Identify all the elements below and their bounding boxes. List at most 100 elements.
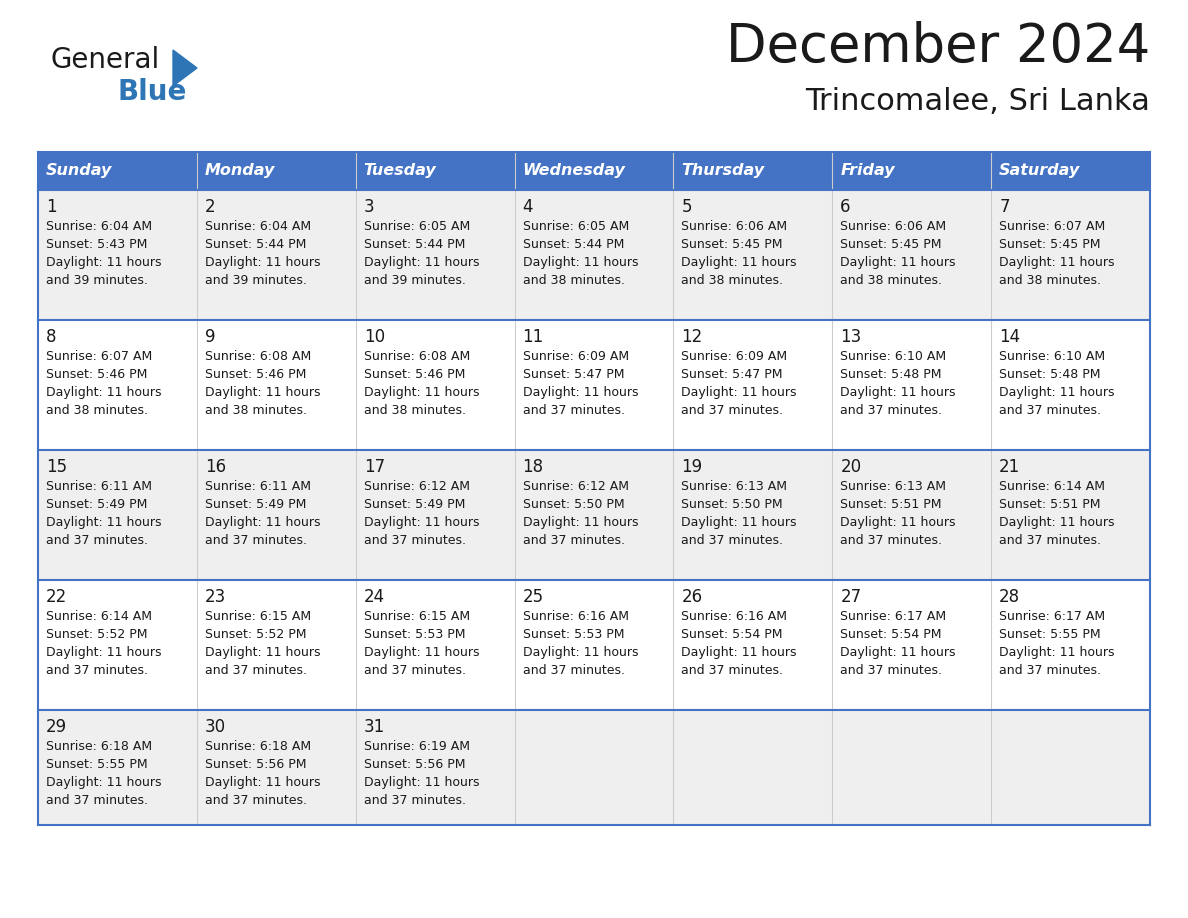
Text: Sunset: 5:49 PM: Sunset: 5:49 PM	[364, 498, 465, 511]
Text: Daylight: 11 hours: Daylight: 11 hours	[523, 386, 638, 399]
Bar	[355, 450, 514, 580]
Text: Sunset: 5:49 PM: Sunset: 5:49 PM	[204, 498, 307, 511]
Text: and 37 minutes.: and 37 minutes.	[999, 534, 1101, 547]
Text: and 38 minutes.: and 38 minutes.	[682, 274, 783, 287]
Text: Sunrise: 6:10 AM: Sunrise: 6:10 AM	[840, 350, 947, 363]
Text: Sunset: 5:56 PM: Sunset: 5:56 PM	[364, 758, 466, 771]
Text: Sunrise: 6:07 AM: Sunrise: 6:07 AM	[46, 350, 152, 363]
Text: Sunrise: 6:16 AM: Sunrise: 6:16 AM	[682, 610, 788, 623]
Bar	[38, 710, 197, 825]
Text: 1: 1	[46, 198, 57, 216]
Text: and 37 minutes.: and 37 minutes.	[46, 664, 148, 677]
Text: 2: 2	[204, 198, 215, 216]
Text: Thursday: Thursday	[682, 163, 765, 178]
Text: Sunrise: 6:18 AM: Sunrise: 6:18 AM	[204, 740, 311, 753]
Text: Daylight: 11 hours: Daylight: 11 hours	[364, 776, 479, 789]
Bar	[355, 320, 514, 450]
Text: 8: 8	[46, 328, 57, 346]
Text: Sunrise: 6:09 AM: Sunrise: 6:09 AM	[523, 350, 628, 363]
Text: and 37 minutes.: and 37 minutes.	[999, 664, 1101, 677]
Bar	[991, 320, 1150, 450]
Text: 31: 31	[364, 718, 385, 736]
Text: Sunset: 5:45 PM: Sunset: 5:45 PM	[840, 238, 942, 251]
Text: Sunset: 5:48 PM: Sunset: 5:48 PM	[840, 368, 942, 381]
Text: Daylight: 11 hours: Daylight: 11 hours	[682, 386, 797, 399]
Text: and 37 minutes.: and 37 minutes.	[682, 664, 783, 677]
Bar	[674, 152, 833, 190]
Text: Daylight: 11 hours: Daylight: 11 hours	[999, 646, 1114, 659]
Text: Monday: Monday	[204, 163, 276, 178]
Text: Sunset: 5:54 PM: Sunset: 5:54 PM	[840, 628, 942, 641]
Bar	[38, 190, 197, 320]
Text: Sunrise: 6:11 AM: Sunrise: 6:11 AM	[46, 480, 152, 493]
Text: Daylight: 11 hours: Daylight: 11 hours	[46, 516, 162, 529]
Text: and 37 minutes.: and 37 minutes.	[523, 404, 625, 417]
Text: Sunrise: 6:14 AM: Sunrise: 6:14 AM	[999, 480, 1105, 493]
Bar	[674, 190, 833, 320]
Text: Sunrise: 6:16 AM: Sunrise: 6:16 AM	[523, 610, 628, 623]
Text: Sunset: 5:52 PM: Sunset: 5:52 PM	[46, 628, 147, 641]
Text: Sunset: 5:51 PM: Sunset: 5:51 PM	[840, 498, 942, 511]
Text: Sunset: 5:49 PM: Sunset: 5:49 PM	[46, 498, 147, 511]
Text: 20: 20	[840, 458, 861, 476]
Text: Daylight: 11 hours: Daylight: 11 hours	[364, 646, 479, 659]
Text: 4: 4	[523, 198, 533, 216]
Bar	[38, 450, 197, 580]
Bar	[833, 152, 991, 190]
Bar	[355, 152, 514, 190]
Text: and 39 minutes.: and 39 minutes.	[364, 274, 466, 287]
Text: Sunset: 5:45 PM: Sunset: 5:45 PM	[999, 238, 1100, 251]
Text: 21: 21	[999, 458, 1020, 476]
Text: Sunset: 5:43 PM: Sunset: 5:43 PM	[46, 238, 147, 251]
Bar	[833, 320, 991, 450]
Text: Daylight: 11 hours: Daylight: 11 hours	[523, 256, 638, 269]
Text: and 37 minutes.: and 37 minutes.	[364, 794, 466, 807]
Text: and 37 minutes.: and 37 minutes.	[523, 664, 625, 677]
Text: and 38 minutes.: and 38 minutes.	[999, 274, 1101, 287]
Bar	[514, 190, 674, 320]
Text: Sunrise: 6:13 AM: Sunrise: 6:13 AM	[840, 480, 947, 493]
Text: Sunrise: 6:04 AM: Sunrise: 6:04 AM	[46, 220, 152, 233]
Bar	[674, 450, 833, 580]
Text: Sunset: 5:46 PM: Sunset: 5:46 PM	[46, 368, 147, 381]
Text: Sunrise: 6:15 AM: Sunrise: 6:15 AM	[364, 610, 469, 623]
Text: Sunset: 5:54 PM: Sunset: 5:54 PM	[682, 628, 783, 641]
Text: Sunrise: 6:12 AM: Sunrise: 6:12 AM	[523, 480, 628, 493]
Polygon shape	[173, 50, 197, 86]
Text: 25: 25	[523, 588, 544, 606]
Text: Daylight: 11 hours: Daylight: 11 hours	[364, 256, 479, 269]
Text: Sunset: 5:48 PM: Sunset: 5:48 PM	[999, 368, 1100, 381]
Text: Sunrise: 6:05 AM: Sunrise: 6:05 AM	[364, 220, 470, 233]
Text: Sunrise: 6:07 AM: Sunrise: 6:07 AM	[999, 220, 1105, 233]
Text: Sunrise: 6:08 AM: Sunrise: 6:08 AM	[204, 350, 311, 363]
Text: Daylight: 11 hours: Daylight: 11 hours	[46, 256, 162, 269]
Text: and 38 minutes.: and 38 minutes.	[840, 274, 942, 287]
Text: Daylight: 11 hours: Daylight: 11 hours	[840, 646, 956, 659]
Bar	[833, 710, 991, 825]
Text: 16: 16	[204, 458, 226, 476]
Text: 15: 15	[46, 458, 68, 476]
Bar	[514, 710, 674, 825]
Text: Daylight: 11 hours: Daylight: 11 hours	[999, 516, 1114, 529]
Text: 6: 6	[840, 198, 851, 216]
Bar	[514, 320, 674, 450]
Bar	[833, 190, 991, 320]
Text: Sunrise: 6:10 AM: Sunrise: 6:10 AM	[999, 350, 1105, 363]
Bar	[514, 580, 674, 710]
Text: Sunset: 5:46 PM: Sunset: 5:46 PM	[204, 368, 307, 381]
Text: Daylight: 11 hours: Daylight: 11 hours	[204, 516, 321, 529]
Text: Sunrise: 6:05 AM: Sunrise: 6:05 AM	[523, 220, 628, 233]
Text: 12: 12	[682, 328, 702, 346]
Text: 22: 22	[46, 588, 68, 606]
Text: Sunset: 5:45 PM: Sunset: 5:45 PM	[682, 238, 783, 251]
Bar	[197, 320, 355, 450]
Text: Sunset: 5:44 PM: Sunset: 5:44 PM	[364, 238, 465, 251]
Text: Daylight: 11 hours: Daylight: 11 hours	[204, 386, 321, 399]
Text: 5: 5	[682, 198, 691, 216]
Bar	[833, 450, 991, 580]
Text: and 39 minutes.: and 39 minutes.	[46, 274, 147, 287]
Text: Sunset: 5:44 PM: Sunset: 5:44 PM	[204, 238, 307, 251]
Text: 29: 29	[46, 718, 68, 736]
Text: 23: 23	[204, 588, 226, 606]
Text: Daylight: 11 hours: Daylight: 11 hours	[364, 386, 479, 399]
